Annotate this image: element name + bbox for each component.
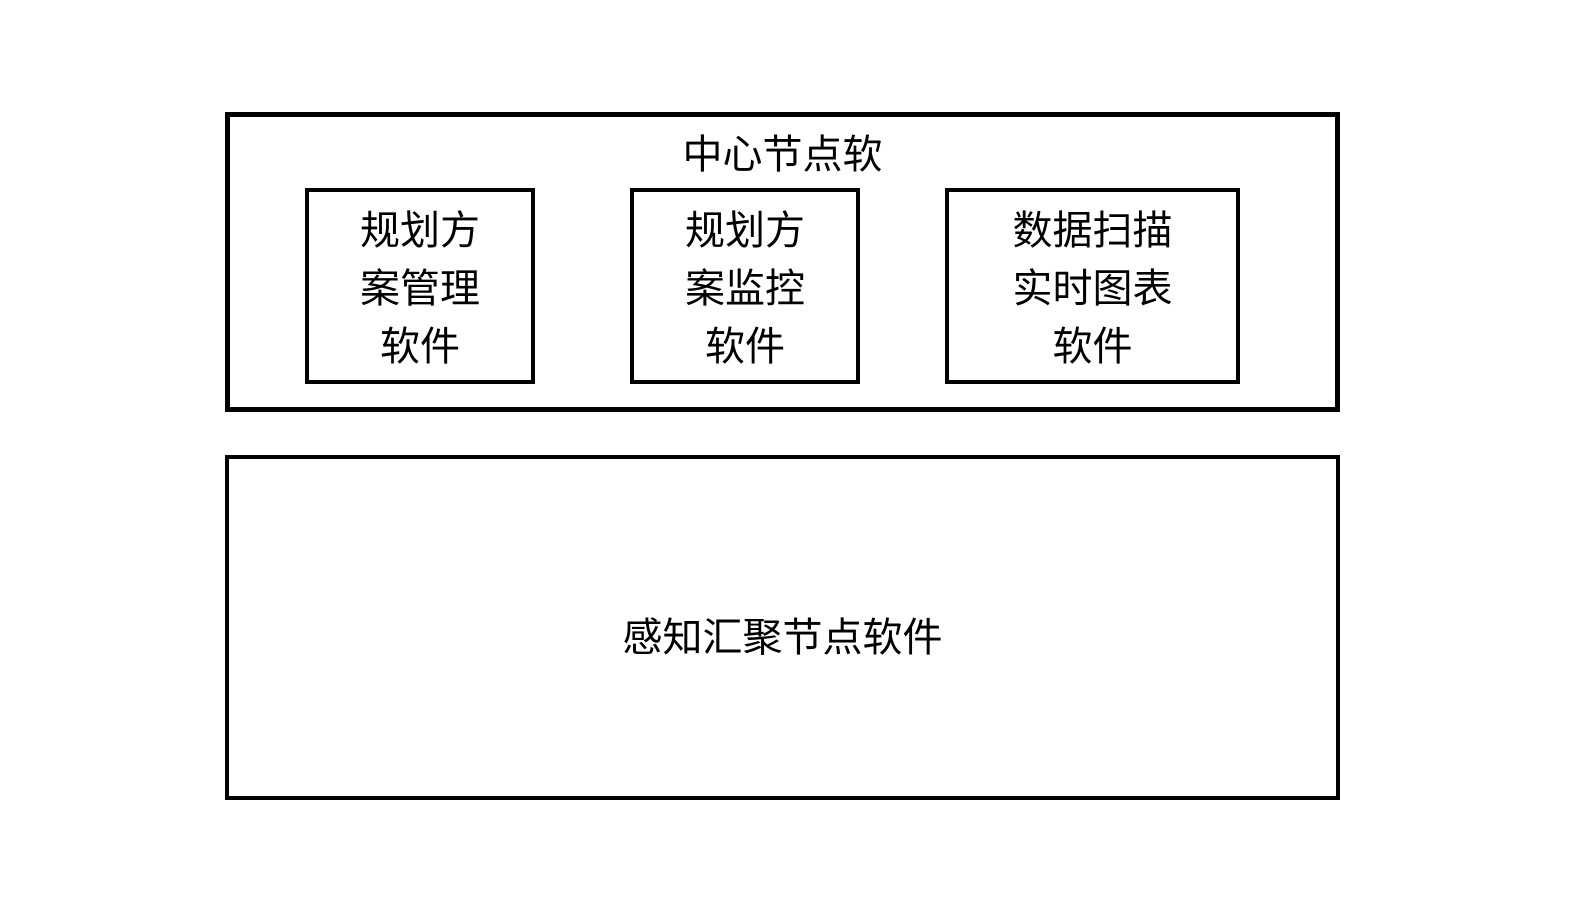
bottom-container-label: 感知汇聚节点软件 (225, 605, 1340, 663)
data-scan-label: 数据扫描 实时图表 软件 (945, 202, 1240, 376)
top-container-title: 中心节点软 (225, 122, 1340, 180)
plan-mgmt-label: 规划方 案管理 软件 (305, 202, 535, 376)
plan-monitor-label: 规划方 案监控 软件 (630, 202, 860, 376)
diagram-canvas: 中心节点软 规划方 案管理 软件 规划方 案监控 软件 数据扫描 实时图表 软件… (0, 0, 1575, 909)
